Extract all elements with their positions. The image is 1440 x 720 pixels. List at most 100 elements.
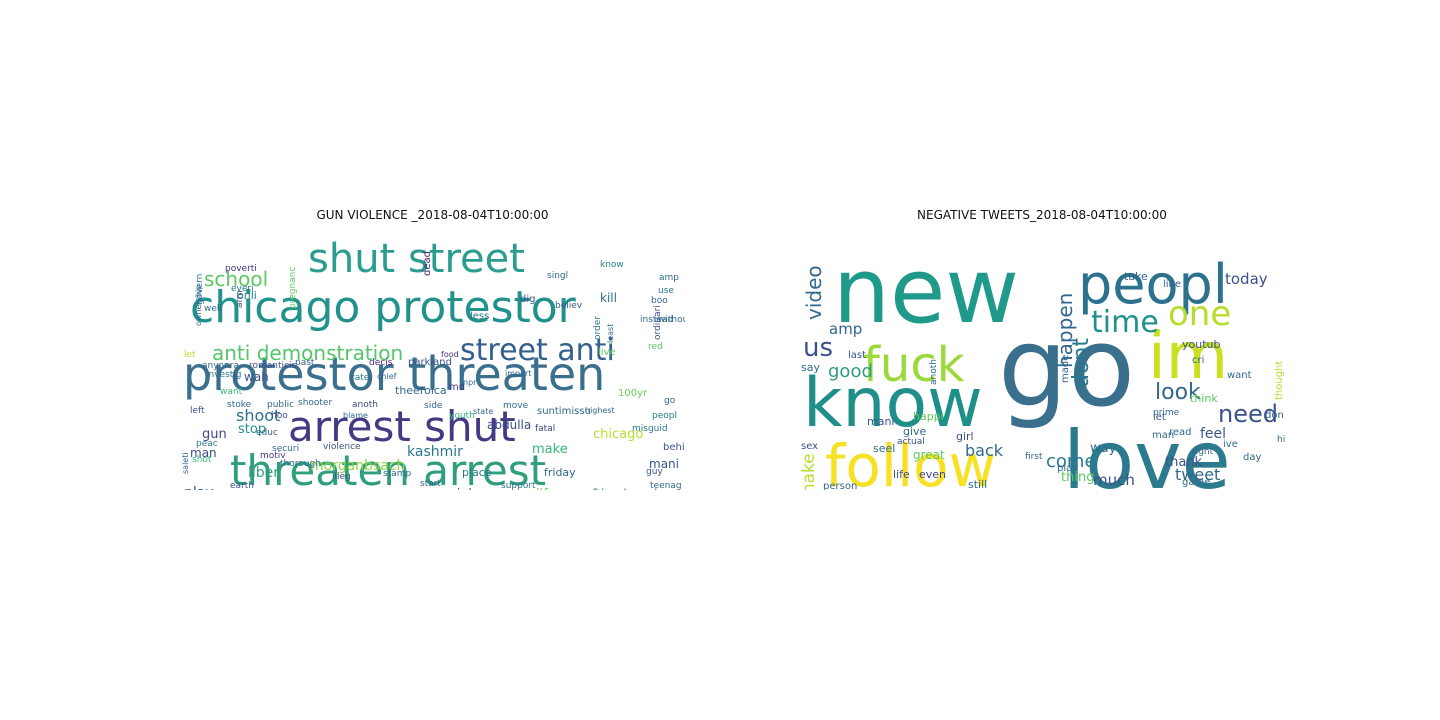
gun-violence-word-investig: investig	[206, 370, 242, 380]
gun-violence-word-pregnanc: pregnanc	[288, 267, 298, 309]
gun-violence-word-stoke: stoke	[227, 400, 252, 410]
gun-violence-word-arm: arm	[235, 290, 245, 308]
gun-violence-word-violenc: violenc	[449, 487, 495, 490]
gun-violence-word-earth: earth	[230, 481, 254, 490]
negative-tweets-word-follow: follow	[825, 432, 996, 490]
gun-violence-word-move: move	[503, 401, 529, 411]
gun-violence-word-boo: boo	[651, 296, 668, 306]
gun-violence-word-want: want	[220, 387, 243, 397]
negative-tweets-word-thing: thing	[1061, 470, 1094, 485]
gun-violence-word-behind: behind	[663, 442, 685, 453]
gun-violence-word-man: man	[190, 446, 217, 460]
negative-tweets-word-want: want	[1227, 370, 1252, 381]
gun-violence-word-liber: liber	[248, 465, 279, 481]
gun-violence-word-mufti: mufti	[573, 487, 604, 490]
gun-violence-word-thorough: thorough	[280, 459, 321, 469]
gun-violence-word-onli: onli	[237, 289, 257, 302]
gun-violence-word-poverti: poverti	[225, 264, 257, 274]
gun-violence-word-amp: amp	[659, 273, 679, 283]
negative-tweets-word-life: life	[893, 468, 910, 481]
negative-tweets-word-first: first	[1025, 452, 1043, 462]
gun-violence-word-saleti: saleti	[181, 452, 190, 474]
gun-violence-word-stop: stop	[238, 422, 266, 437]
gun-violence-word-ordinari: ordinari	[653, 305, 663, 340]
gun-violence-word-go: go	[664, 396, 676, 406]
negative-tweets-word-go: go	[998, 303, 1135, 431]
negative-tweets-word-hi: hi	[1277, 435, 1285, 445]
negative-tweets-word-day: day	[1243, 452, 1261, 463]
gun-violence-word-make: make	[532, 442, 568, 457]
gun-violence-word-let: let	[184, 350, 196, 360]
negative-tweets-word-feel: feel	[1200, 426, 1226, 442]
gun-violence-word-fatal: fatal	[535, 424, 555, 434]
negative-tweets-word-way: way	[1090, 441, 1117, 456]
negative-tweets-word-dont: dont	[1069, 338, 1094, 388]
negative-tweets-word-us: us	[803, 333, 833, 363]
gun-violence-word-anyon: anyon	[202, 361, 230, 371]
negative-tweets-word-one: one	[1168, 294, 1231, 334]
negative-tweets-word-amp: amp	[829, 320, 862, 338]
gun-violence-word-peac: peac	[196, 439, 218, 449]
negative-tweets-word-much: much	[1093, 471, 1135, 489]
negative-tweets-word-cri: cri	[1192, 355, 1204, 366]
negative-tweets-word-youtub: youtub	[1182, 338, 1220, 351]
negative-tweets-word-thank: thank	[1165, 455, 1203, 470]
negative-tweets-word-fuck: fuck	[863, 337, 965, 393]
negative-tweets-word-love: love	[1063, 414, 1231, 490]
negative-tweets-word-girl: girl	[956, 430, 974, 443]
gun-violence-word-educ: educ	[256, 428, 278, 438]
gun-violence-word-past: past	[295, 358, 315, 368]
gun-violence-word-without: without	[658, 315, 685, 325]
gun-violence-word-morganbsach: morganbsach	[310, 458, 405, 474]
gun-violence-word-decis: decis	[369, 358, 393, 368]
negative-tweets-word-know: know	[803, 364, 983, 443]
negative-tweets-word-man: man	[1152, 430, 1174, 441]
gun-violence-word-arrest-shut: arrest shut	[288, 402, 516, 451]
negative-tweets-word-even: even	[919, 468, 946, 481]
gun-violence-word-shooter: shooter	[298, 398, 332, 408]
negative-tweets-word-don: don	[1265, 410, 1284, 421]
gun-violence-word-live: live	[598, 347, 616, 358]
negative-tweets-word-last: last	[848, 350, 866, 361]
negative-tweets-word-look: look	[1155, 380, 1201, 405]
gun-violence-word-chicago-protestor: chicago protestor	[190, 282, 577, 333]
gun-violence-word-instead: instead	[640, 315, 673, 325]
gun-violence-word-support: support	[501, 481, 536, 490]
negative-tweets-word-read: read	[1169, 427, 1192, 438]
negative-tweets-word-seel: seel	[873, 442, 895, 455]
negative-tweets-word-sex: sex	[801, 441, 818, 452]
gun-violence-word-ownership: ownership	[194, 285, 203, 326]
gun-violence-word-dig: dig	[520, 294, 535, 305]
gun-violence-word-dead: dead	[422, 251, 433, 276]
negative-tweets-word-still: still	[968, 478, 987, 490]
gun-violence-word-blame: blame	[343, 411, 368, 420]
gun-violence-word-less: less	[470, 311, 489, 322]
gun-violence-word-shoot: shoot	[236, 406, 280, 425]
gun-violence-word-shot: shot	[192, 455, 212, 465]
gun-violence-word-place: place	[462, 466, 492, 479]
negative-tweets-word-line: line	[1163, 279, 1181, 290]
gun-violence-word-red: red	[648, 342, 663, 352]
gun-violence-word-anti-demonstration: anti demonstration	[212, 341, 403, 365]
gun-violence-word-nra: nra	[224, 361, 239, 371]
negative-tweets-word-let: let	[1153, 412, 1166, 423]
gun-violence-word-side: side	[424, 401, 443, 411]
negative-tweets-word-anoth: anoth	[929, 359, 939, 385]
negative-tweets-word-need: need	[1218, 400, 1278, 428]
gun-violence-word-chicago: chicago	[593, 427, 643, 442]
gun-violence-word-food: food	[441, 350, 459, 359]
gun-violence-word-school: school	[204, 267, 268, 291]
gun-violence-word-import: import	[505, 369, 531, 378]
gun-violence-word-kill: kill	[600, 291, 617, 305]
gun-violence-word-gun: gun	[202, 427, 227, 442]
gun-violence-word-parkland: parkland	[408, 357, 452, 368]
gun-violence-word-theeroica: theeroica	[395, 384, 447, 397]
gun-violence-word-friday: friday	[544, 466, 576, 479]
gun-violence-word-kashmir: kashmir	[407, 444, 463, 460]
negative-tweets-word-play: play	[1057, 463, 1078, 474]
gun-violence-word-start: start	[420, 479, 441, 489]
gun-violence-word-motiv: motiv	[260, 451, 286, 461]
gun-violence-word-chief: chief	[377, 372, 397, 381]
gun-violence-word-100yr: 100yr	[618, 388, 648, 399]
gun-violence-word-peopl: peopl	[652, 411, 677, 421]
